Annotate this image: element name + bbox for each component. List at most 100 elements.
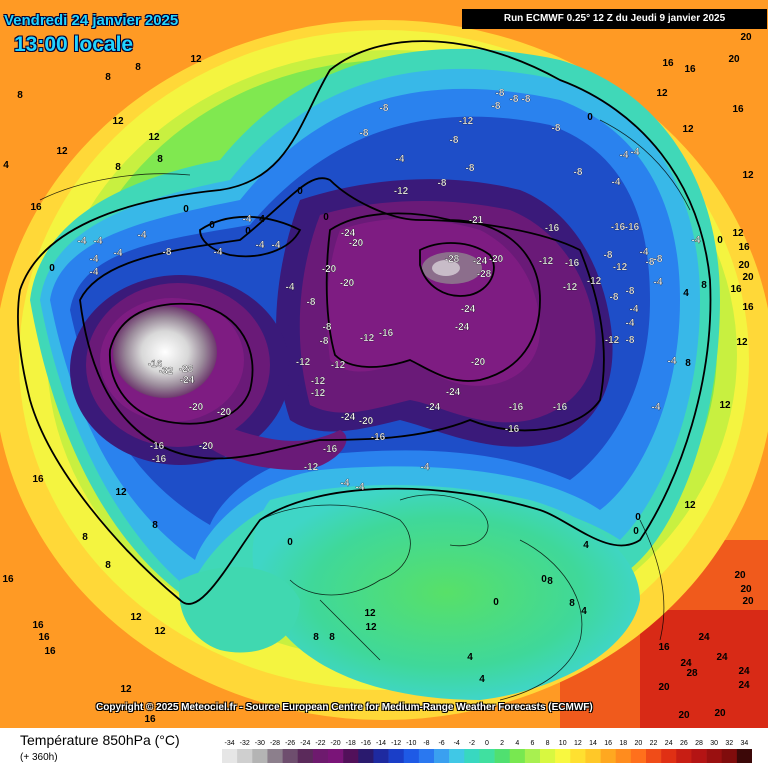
scale-swatch bbox=[615, 749, 632, 763]
isotherm-label: -8 bbox=[626, 335, 635, 346]
scale-swatch bbox=[328, 749, 344, 763]
scale-swatch bbox=[736, 749, 752, 763]
isotherm-label: -8 bbox=[492, 101, 501, 112]
isotherm-label: 20 bbox=[740, 32, 752, 43]
legend-title: Température 850hPa (°C) bbox=[20, 732, 180, 748]
isotherm-label: -12 bbox=[394, 186, 409, 197]
scale-swatch bbox=[721, 749, 738, 763]
isotherm-label: 0 bbox=[49, 263, 55, 274]
isotherm-label: -16 bbox=[565, 258, 580, 269]
isotherm-label: -12 bbox=[563, 282, 578, 293]
scale-tick-label: -22 bbox=[315, 740, 325, 747]
isotherm-label: -20 bbox=[359, 416, 374, 427]
scale-tick-label: -14 bbox=[376, 740, 386, 747]
isotherm-label: -20 bbox=[471, 357, 486, 368]
isotherm-label: -8 bbox=[522, 94, 531, 105]
scale-tick-label: -34 bbox=[225, 740, 235, 747]
isotherm-label: 8 bbox=[701, 280, 707, 291]
isotherm-label: 12 bbox=[154, 626, 166, 637]
isotherm-label: -24 bbox=[446, 387, 461, 398]
isotherm-label: -24 bbox=[473, 256, 488, 267]
isotherm-label: -20 bbox=[489, 254, 504, 265]
isotherm-label: -4 bbox=[630, 304, 639, 315]
isotherm-label: 8 bbox=[329, 632, 335, 643]
scale-swatch bbox=[312, 749, 329, 763]
isotherm-label: 8 bbox=[82, 532, 88, 543]
isotherm-label: 0 bbox=[209, 220, 215, 231]
isotherm-label: -12 bbox=[587, 276, 602, 287]
isotherm-label: 12 bbox=[684, 500, 696, 511]
scale-swatch bbox=[358, 749, 374, 763]
scale-tick-label: 30 bbox=[710, 740, 718, 747]
isotherm-label: -20 bbox=[340, 278, 355, 289]
scale-tick-label: -24 bbox=[300, 740, 310, 747]
isotherm-label: -4 bbox=[90, 254, 99, 265]
scale-tick-label: 18 bbox=[619, 740, 627, 747]
isotherm-label: -4 bbox=[341, 478, 350, 489]
isotherm-label: 8 bbox=[685, 358, 691, 369]
isotherm-label: 20 bbox=[678, 710, 690, 721]
isotherm-label: -4 bbox=[668, 356, 677, 367]
legend-subtitle: (+ 360h) bbox=[20, 752, 58, 763]
isotherm-label: -8 bbox=[320, 336, 329, 347]
isotherm-label: -8 bbox=[626, 286, 635, 297]
scale-tick-label: 12 bbox=[574, 740, 582, 747]
isotherm-label: 24 bbox=[738, 680, 750, 691]
scale-swatch bbox=[403, 749, 420, 763]
temperature-field bbox=[0, 0, 768, 728]
isotherm-label: -8 bbox=[380, 103, 389, 114]
isotherm-label: -4 bbox=[256, 240, 265, 251]
isotherm-label: -12 bbox=[605, 335, 620, 346]
forecast-date: Vendredi 24 janvier 2025 bbox=[4, 12, 179, 29]
isotherm-label: 12 bbox=[365, 622, 377, 633]
scale-swatch bbox=[434, 749, 450, 763]
forecast-time: 13:00 locale bbox=[14, 33, 134, 56]
isotherm-label: 0 bbox=[287, 537, 293, 548]
scale-tick-label: -6 bbox=[438, 740, 444, 747]
isotherm-label: -12 bbox=[613, 262, 628, 273]
color-scale: -34 -32 -30 -28 -26 -24 -22 -20 -18 -16 -14 -12 -10-… bbox=[222, 740, 752, 763]
isotherm-label: -8 bbox=[604, 250, 613, 261]
isotherm-label: -8 bbox=[450, 135, 459, 146]
isotherm-lines bbox=[17, 40, 712, 605]
scale-tick-label: 2 bbox=[500, 740, 504, 747]
run-info: Run ECMWF 0.25° 12 Z du Jeudi 9 janvier … bbox=[462, 9, 767, 29]
isotherm-label: 0 bbox=[541, 574, 547, 585]
scale-swatch bbox=[585, 749, 601, 763]
isotherm-label: -20 bbox=[199, 441, 214, 452]
scale-tick-label: -16 bbox=[361, 740, 371, 747]
scale-tick-label: -18 bbox=[346, 740, 356, 747]
isotherm-label: 4 bbox=[581, 606, 587, 617]
isotherm-label: 0 bbox=[493, 597, 499, 608]
isotherm-label: 8 bbox=[105, 560, 111, 571]
scale-tick-label: 22 bbox=[650, 740, 658, 747]
isotherm-label: 20 bbox=[728, 54, 740, 65]
isotherm-label: -4 bbox=[652, 402, 661, 413]
isotherm-label: 0 bbox=[297, 186, 303, 197]
isotherm-label: -16 bbox=[152, 454, 167, 465]
isotherm-label: -28 bbox=[477, 269, 492, 280]
isotherm-label: 8 bbox=[105, 72, 111, 83]
isotherm-label: 12 bbox=[682, 124, 694, 135]
isotherm-label: 16 bbox=[32, 474, 44, 485]
scale-tick-label: 10 bbox=[559, 740, 567, 747]
coastlines bbox=[39, 119, 691, 701]
isotherm-label: -16 bbox=[625, 222, 640, 233]
isotherm-label: -16 bbox=[148, 359, 163, 370]
isotherm-label: 20 bbox=[658, 682, 670, 693]
scale-swatch bbox=[282, 749, 299, 763]
isotherm-label: -4 bbox=[692, 235, 701, 246]
isotherm-label: 12 bbox=[719, 400, 731, 411]
isotherm-label: -12 bbox=[311, 376, 326, 387]
scale-swatch bbox=[600, 749, 617, 763]
scale-swatch bbox=[509, 749, 526, 763]
scale-swatch bbox=[524, 749, 541, 763]
isotherm-label: 4 bbox=[259, 214, 265, 225]
isotherm-label: -28 bbox=[445, 254, 460, 265]
isotherm-label: -16 bbox=[371, 432, 386, 443]
isotherm-label: -8 bbox=[610, 292, 619, 303]
isotherm-label: 4 bbox=[683, 288, 689, 299]
isotherm-label: -20 bbox=[349, 238, 364, 249]
scale-swatch bbox=[373, 749, 389, 763]
isotherm-label: 16 bbox=[732, 104, 744, 115]
